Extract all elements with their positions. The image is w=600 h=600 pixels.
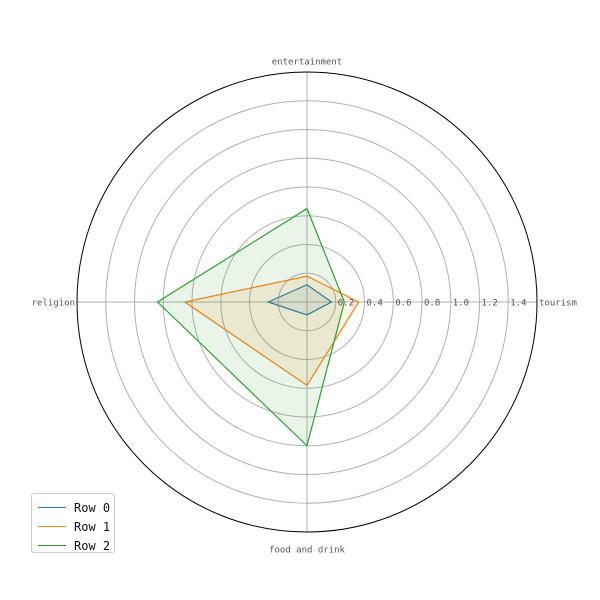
series-fill-row-2 xyxy=(157,208,345,446)
legend: Row 0 Row 1 Row 2 xyxy=(31,493,115,553)
category-label-religion: religion xyxy=(32,299,75,309)
legend-swatch-row-0 xyxy=(38,507,66,508)
series-line-row-2 xyxy=(156,207,346,447)
legend-item-row-2: Row 2 xyxy=(38,536,114,555)
grid-layer xyxy=(76,71,538,533)
legend-label-row-2: Row 2 xyxy=(74,538,111,553)
legend-item-row-1: Row 1 xyxy=(38,517,114,536)
radial-tick-label-2: 0.6 xyxy=(395,299,411,309)
legend-swatch-row-2 xyxy=(38,545,66,546)
series-fill-row-1 xyxy=(184,276,359,386)
category-label-tourism: tourism xyxy=(539,299,577,309)
legend-label-row-1: Row 1 xyxy=(74,519,111,534)
radial-tick-label-1: 0.4 xyxy=(367,299,383,309)
legend-label-row-0: Row 0 xyxy=(74,500,111,515)
radial-tick-label-0: 0.2 xyxy=(338,299,354,309)
series-layer xyxy=(156,207,360,447)
series-line-row-0 xyxy=(266,284,333,316)
label-layer: 0.2 0.4 0.6 0.8 1.0 1.2 1.4 tourism entertainmen… xyxy=(32,58,577,556)
series-line-row-1 xyxy=(183,275,360,387)
category-label-food-and-drink: food and drink xyxy=(269,546,345,556)
series-fill-row-0 xyxy=(268,284,332,315)
radial-tick-label-6: 1.4 xyxy=(510,299,526,309)
outer-frame xyxy=(76,71,538,533)
category-label-entertainment: entertainment xyxy=(272,58,342,68)
legend-item-row-0: Row 0 xyxy=(38,498,114,517)
radial-tick-label-3: 0.8 xyxy=(424,299,440,309)
radial-tick-label-5: 1.2 xyxy=(482,299,498,309)
radial-tick-label-4: 1.0 xyxy=(453,299,469,309)
legend-swatch-row-1 xyxy=(38,526,66,527)
